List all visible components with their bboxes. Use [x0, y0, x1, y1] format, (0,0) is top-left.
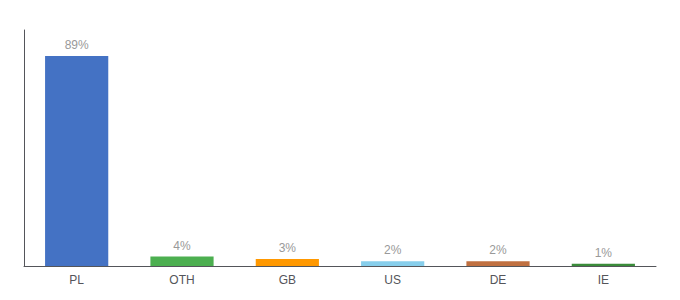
svg-text:DE: DE [490, 273, 507, 287]
svg-text:89%: 89% [65, 38, 89, 52]
svg-text:OTH: OTH [169, 273, 194, 287]
svg-text:PL: PL [69, 273, 84, 287]
svg-text:US: US [384, 273, 401, 287]
svg-text:4%: 4% [173, 239, 191, 253]
svg-text:1%: 1% [595, 246, 613, 260]
svg-text:3%: 3% [279, 241, 297, 255]
svg-text:IE: IE [598, 273, 609, 287]
svg-text:GB: GB [279, 273, 296, 287]
svg-text:2%: 2% [489, 243, 507, 257]
svg-text:2%: 2% [384, 243, 402, 257]
